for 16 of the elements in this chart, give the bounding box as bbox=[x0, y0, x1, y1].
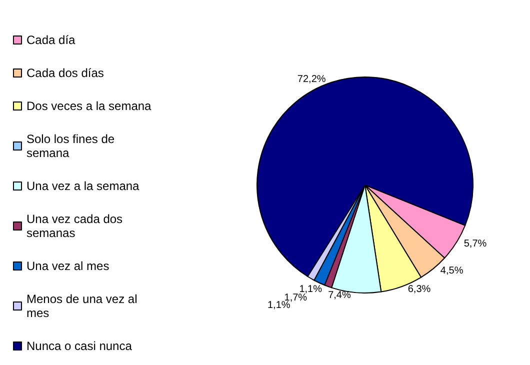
data-label: 72,2% bbox=[297, 74, 326, 85]
legend-label: Dos veces a la semana bbox=[26, 99, 152, 113]
legend-label: Una vez cada dos semanas bbox=[26, 212, 126, 240]
legend-label: Nunca o casi nunca bbox=[26, 339, 132, 353]
legend-label: Cada día bbox=[26, 33, 76, 47]
legend-label: Cada dos días bbox=[26, 66, 104, 80]
data-label: 6,3% bbox=[408, 284, 431, 295]
data-label: 1,1% bbox=[267, 300, 290, 311]
legend-label: Solo los fines de semana bbox=[26, 132, 118, 160]
legend-label: Una vez a la semana bbox=[26, 179, 140, 193]
data-label: 7,4% bbox=[328, 290, 351, 302]
legend-label: Una vez al mes bbox=[26, 259, 110, 273]
data-label: 5,7% bbox=[464, 238, 487, 250]
legend-label: Menos de una vez al mes bbox=[26, 292, 141, 320]
data-label: 1,1% bbox=[299, 284, 322, 295]
data-label: 4,5% bbox=[440, 265, 464, 276]
